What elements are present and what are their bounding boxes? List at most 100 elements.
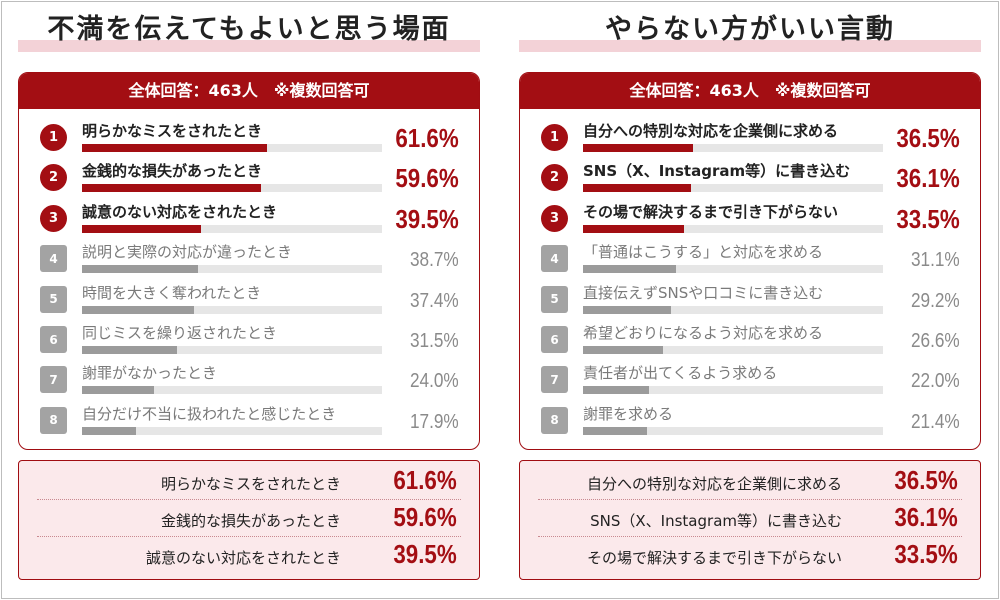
bar-fill <box>583 144 693 152</box>
rank-badge: 7 <box>40 366 67 394</box>
rank-badge: 8 <box>40 406 67 434</box>
rank-badge: 6 <box>541 326 568 353</box>
bar-label: 希望どおりになるよう対応を求める <box>583 324 824 342</box>
bar-row: 4 「普通はこうする」と対応を求める 31.1% <box>520 238 980 278</box>
bar-value-label: 17.9% <box>410 410 459 433</box>
bar-row: 8 謝罪を求める 21.4% <box>520 400 980 440</box>
top3-summary: 自分への特別な対応を企業側に求める 36.5% SNS（X、Instagram等… <box>519 460 981 580</box>
summary-value: 39.5% <box>393 539 457 569</box>
rank-badge: 2 <box>40 164 67 192</box>
bar-row: 6 希望どおりになるよう対応を求める 26.6% <box>520 319 980 359</box>
rank-badge: 1 <box>541 124 568 151</box>
bar-track <box>82 265 382 274</box>
bar-label: 責任者が出てくるよう求める <box>583 364 778 383</box>
summary-value: 36.5% <box>894 465 958 495</box>
bar-row: 1 明らかなミスをされたとき 61.6% <box>19 117 479 157</box>
bar-row: 7 謝罪がなかったとき 24.0% <box>19 359 479 399</box>
bar-fill <box>583 346 663 354</box>
summary-value: 59.6% <box>393 502 457 532</box>
rank-badge: 3 <box>541 204 568 232</box>
bar-track <box>82 426 382 435</box>
bar-fill <box>583 305 671 314</box>
bar-track <box>82 224 382 233</box>
bar-row: 3 誠意のない対応をされたとき 39.5% <box>19 198 479 238</box>
summary-label: 自分への特別な対応を企業側に求める <box>586 475 842 493</box>
bar-track <box>583 184 883 193</box>
summary-row: 誠意のない対応をされたとき 39.5% <box>37 537 461 573</box>
summary-row: 金銭的な損失があったとき 59.6% <box>37 500 461 537</box>
bar-label: 謝罪がなかったとき <box>82 364 218 383</box>
bar-label: 時間を大きく奪われたとき <box>82 283 262 302</box>
summary-label: SNS（X、Instagram等）に書き込む <box>590 512 842 530</box>
bar-row: 5 時間を大きく奪われたとき 37.4% <box>19 279 479 319</box>
bar-value-label: 36.1% <box>896 163 960 194</box>
summary-row: 明らかなミスをされたとき 61.6% <box>37 463 461 500</box>
bar-value-label: 37.4% <box>410 289 459 312</box>
bar-label: 自分への特別な対応を企業側に求める <box>583 122 839 140</box>
bar-track <box>583 346 883 354</box>
bar-fill <box>583 426 648 435</box>
bar-fill <box>583 386 649 395</box>
rank-badge: 4 <box>541 245 568 273</box>
summary-label: 金銭的な損失があったとき <box>160 512 341 530</box>
bar-row: 2 金銭的な損失があったとき 59.6% <box>19 157 479 197</box>
chart-left: 不満を伝えてもよいと思う場面 全体回答：463人 ※複数回答可 1 明らかなミスを… <box>18 0 480 580</box>
bar-value-label: 61.6% <box>395 123 459 153</box>
bar-track <box>82 346 382 354</box>
bar-track <box>583 426 883 435</box>
bar-track <box>583 305 883 314</box>
bar-value-label: 33.5% <box>896 203 960 234</box>
bar-value-label: 24.0% <box>410 370 459 393</box>
title-underline-band <box>519 40 981 52</box>
summary-row: その場で解決するまで引き下がらない 33.5% <box>538 537 962 573</box>
bar-track <box>583 265 883 274</box>
bar-label: 明らかなミスをされたとき <box>82 122 263 140</box>
summary-row: SNS（X、Instagram等）に書き込む 36.1% <box>538 500 962 537</box>
bar-track <box>82 305 382 314</box>
bar-track <box>82 184 382 193</box>
bar-value-label: 39.5% <box>395 203 459 234</box>
bar-label: 謝罪を求める <box>583 404 674 423</box>
bar-fill <box>82 426 136 435</box>
bar-row: 3 その場で解決するまで引き下がらない 33.5% <box>520 198 980 238</box>
bar-track <box>82 386 382 395</box>
bar-fill <box>82 346 177 354</box>
bar-row: 1 自分への特別な対応を企業側に求める 36.5% <box>520 117 980 157</box>
ranking-panel: 全体回答：463人 ※複数回答可 1 明らかなミスをされたとき 61.6% 2 金銭的な… <box>18 72 480 450</box>
bar-row: 8 自分だけ不当に扱われたと感じたとき 17.9% <box>19 400 479 440</box>
bar-value-label: 38.7% <box>410 249 459 272</box>
bar-value-label: 31.1% <box>911 249 960 272</box>
bar-row: 5 直接伝えずSNSや口コミに書き込む 29.2% <box>520 279 980 319</box>
bar-label: 金銭的な損失があったとき <box>82 162 263 181</box>
chart-right: やらない方がいい言動 全体回答：463人 ※複数回答可 1 自分への特別な対応を企… <box>519 0 981 580</box>
bar-fill <box>82 184 261 193</box>
bar-label: 自分だけ不当に扱われたと感じたとき <box>82 404 337 423</box>
bar-fill <box>82 224 201 233</box>
summary-value: 61.6% <box>393 465 457 495</box>
bar-row: 6 同じミスを繰り返されたとき 31.5% <box>19 319 479 359</box>
panel-header: 全体回答：463人 ※複数回答可 <box>19 73 479 109</box>
bar-fill <box>82 386 154 395</box>
bar-label: 「普通はこうする」と対応を求める <box>583 243 824 262</box>
bar-track <box>583 386 883 395</box>
bar-row: 7 責任者が出てくるよう求める 22.0% <box>520 359 980 399</box>
bar-label: 説明と実際の対応が違ったとき <box>82 243 293 262</box>
bar-label: その場で解決するまで引き下がらない <box>583 202 839 221</box>
rank-badge: 6 <box>40 326 67 353</box>
bar-value-label: 26.6% <box>911 330 960 352</box>
bar-label: 同じミスを繰り返されたとき <box>82 324 278 342</box>
bar-fill <box>82 144 267 152</box>
bar-row: 4 説明と実際の対応が違ったとき 38.7% <box>19 238 479 278</box>
summary-value: 33.5% <box>894 539 958 569</box>
ranking-panel: 全体回答：463人 ※複数回答可 1 自分への特別な対応を企業側に求める 36.5%… <box>519 72 981 450</box>
summary-row: 自分への特別な対応を企業側に求める 36.5% <box>538 463 962 500</box>
bar-value-label: 22.0% <box>911 370 960 393</box>
title-underline-band <box>18 40 480 52</box>
bar-value-label: 36.5% <box>896 123 960 153</box>
summary-label: 明らかなミスをされたとき <box>160 475 341 493</box>
panel-header: 全体回答：463人 ※複数回答可 <box>520 73 980 109</box>
bar-label: 直接伝えずSNSや口コミに書き込む <box>583 283 824 302</box>
summary-label: 誠意のない対応をされたとき <box>145 549 341 567</box>
rank-badge: 8 <box>541 406 568 434</box>
